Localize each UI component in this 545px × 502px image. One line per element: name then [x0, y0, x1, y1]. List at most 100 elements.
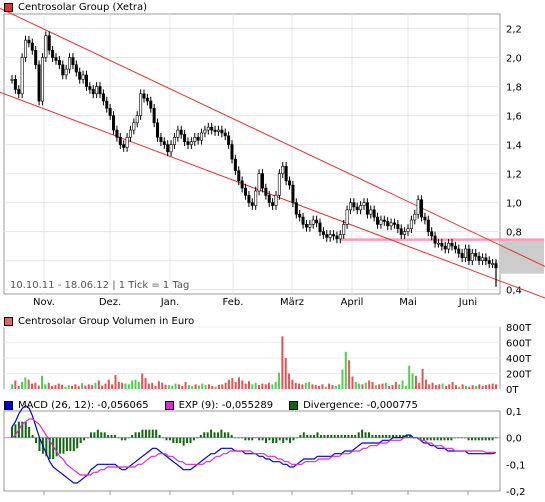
volume-y-tick-label: 0T [506, 385, 519, 396]
macd-legend: MACD (26, 12): -0,056065 EXP (9): -0,055… [4, 400, 418, 411]
candle-body [453, 245, 457, 250]
volume-bar [77, 386, 80, 389]
candle-body [115, 129, 119, 138]
candle-body [416, 199, 420, 215]
candle-body [17, 89, 21, 95]
candle-body [365, 202, 369, 215]
volume-bar [381, 383, 384, 389]
price-y-tick-label: 1,4 [506, 141, 522, 152]
divergence-bar [357, 432, 360, 438]
macd-legend-swatch [4, 401, 13, 410]
candle-body [301, 216, 305, 225]
divergence-bar [453, 437, 456, 439]
divergence-bar [474, 437, 477, 441]
volume-bar [237, 377, 240, 389]
volume-bar [328, 383, 331, 389]
divergence-bar [443, 437, 446, 441]
volume-bar [321, 384, 324, 389]
exp-line [11, 418, 496, 476]
volume-bar [24, 377, 27, 389]
candle-body [359, 205, 363, 211]
volume-bar [244, 383, 247, 389]
price-y-tick-label: 2,2 [506, 25, 522, 36]
divergence-bar [392, 435, 395, 438]
divergence-bar [261, 437, 264, 441]
divergence-bar [285, 437, 288, 441]
volume-bar [474, 385, 477, 389]
candle-body [74, 64, 78, 73]
macd-y-tick-label: -0,1 [506, 460, 526, 471]
divergence-bar [83, 437, 86, 441]
divergence-bar [52, 437, 55, 459]
volume-bar [97, 380, 100, 389]
candle-body [433, 235, 437, 244]
volume-bar [224, 382, 227, 389]
candle-body [108, 108, 112, 116]
divergence-bar [343, 435, 346, 438]
candle-body [267, 195, 271, 203]
volume-bar [401, 380, 404, 389]
divergence-bar [199, 435, 202, 438]
volume-bar [438, 384, 441, 389]
volume-bar [61, 384, 64, 389]
volume-bar [214, 386, 217, 389]
divergence-bar [457, 437, 460, 439]
volume-bar [81, 383, 84, 389]
divergence-bar [89, 432, 92, 438]
candle-body [325, 234, 329, 238]
price-y-tick-label: 1,6 [506, 112, 522, 123]
candle-body [382, 219, 386, 222]
candle-body [409, 219, 413, 230]
volume-bar [134, 379, 137, 389]
divergence-bar [100, 432, 103, 438]
volume-y-tick-label: 200T [506, 370, 532, 381]
month-label: Dez. [99, 297, 121, 308]
divergence-bar [299, 435, 302, 438]
candle-body [162, 141, 166, 145]
candle-body [321, 231, 325, 235]
candle-body [376, 216, 380, 225]
divergence-bar [210, 429, 213, 438]
candle-body [71, 57, 75, 66]
divergence-bar [247, 437, 250, 441]
volume-y-tick-label: 400T [506, 354, 532, 365]
divergence-bar [203, 432, 206, 438]
divergence-bar [419, 437, 422, 441]
candle-body [294, 202, 298, 215]
divergence-bar [76, 437, 79, 449]
divergence-bar [495, 437, 497, 439]
volume-bar [34, 382, 37, 389]
candle-body [183, 134, 187, 142]
divergence-bar [254, 437, 257, 439]
volume-bar [391, 385, 394, 389]
volume-bar [211, 385, 214, 389]
volume-bar [258, 385, 261, 389]
volume-bar [434, 385, 437, 389]
volume-bar [17, 385, 20, 389]
macd-y-tick-label: 0,1 [506, 407, 522, 418]
candle-body [40, 57, 44, 102]
candle-body [47, 35, 51, 51]
candle-body [237, 170, 241, 182]
volume-bar [478, 384, 481, 389]
price-chart-title: Centrosolar Group (Xetra) [18, 2, 148, 13]
divergence-bar [103, 432, 106, 438]
divergence-bar [155, 429, 158, 438]
candle-body [149, 100, 153, 109]
candle-body [464, 248, 468, 259]
divergence-bar [268, 437, 271, 441]
divergence-bar [313, 435, 316, 438]
candle-body [254, 190, 258, 206]
volume-bar [174, 383, 177, 389]
candle-body [91, 89, 95, 95]
volume-bar [141, 373, 144, 389]
candle-body [233, 158, 237, 171]
volume-y-tick-label: 800T [506, 323, 532, 334]
divergence-bar [409, 435, 412, 438]
volume-bar [101, 385, 104, 389]
volume-bar [351, 376, 354, 389]
divergence-bar [158, 435, 161, 438]
candle-body [311, 219, 315, 225]
channel-upper-line [0, 7, 545, 267]
candle-body [491, 263, 495, 265]
